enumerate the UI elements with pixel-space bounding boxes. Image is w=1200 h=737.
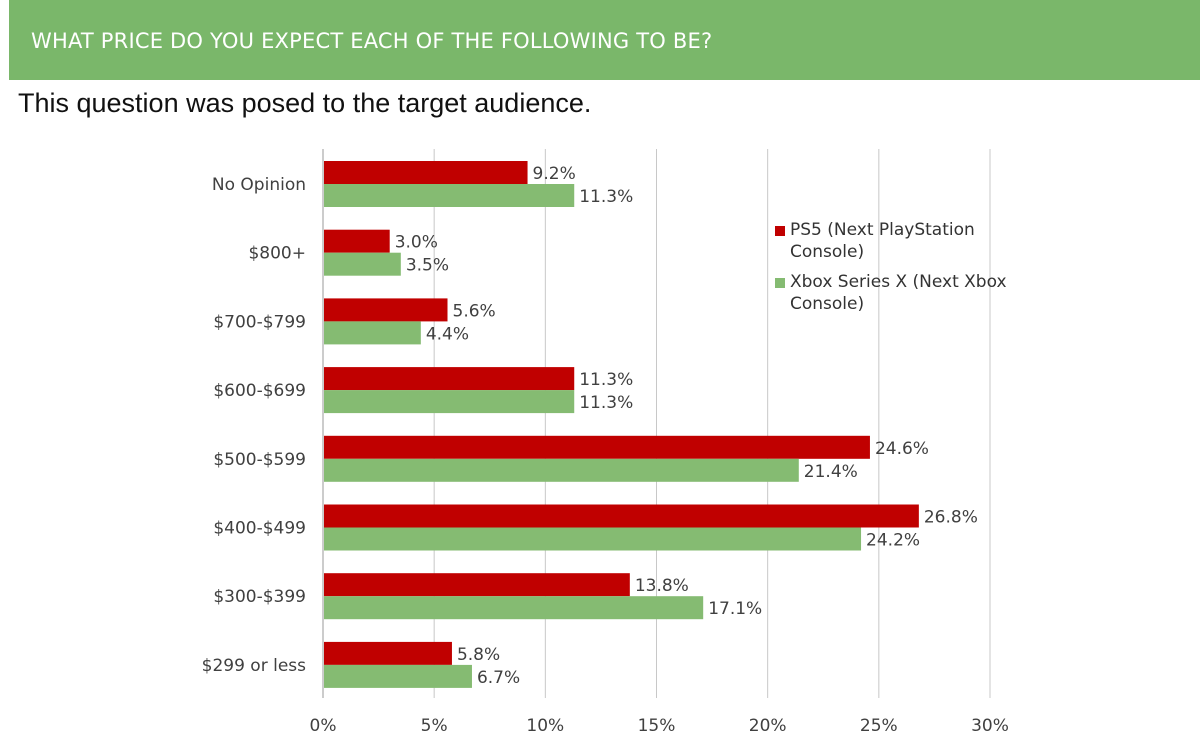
value-label-xbox: 4.4%	[426, 324, 469, 344]
value-label-ps5: 5.8%	[457, 645, 500, 665]
value-label-ps5: 3.0%	[395, 233, 438, 253]
bar-xbox	[324, 390, 575, 414]
page-subtitle: This question was posed to the target au…	[18, 88, 592, 118]
bar-ps5	[324, 229, 390, 253]
bar-ps5	[324, 504, 919, 528]
legend-item-ps5: PS5 (Next PlayStation Console)	[775, 219, 1035, 263]
bar-ps5	[324, 435, 870, 459]
bar-xbox	[324, 458, 799, 482]
bar-ps5	[324, 573, 630, 597]
value-label-xbox: 3.5%	[406, 256, 449, 276]
bar-xbox	[324, 664, 472, 688]
category-label: $700-$799	[213, 312, 306, 332]
bar-xbox	[324, 527, 862, 551]
category-label: $299 or less	[202, 656, 307, 676]
value-label-xbox: 11.3%	[579, 393, 633, 413]
x-tick-label: 15%	[638, 716, 676, 736]
value-label-xbox: 21.4%	[804, 462, 858, 482]
bar-xbox	[324, 321, 421, 345]
value-label-ps5: 9.2%	[533, 164, 576, 184]
chart-x-tick-labels: 0% 5% 10% 15% 20% 25% 30%	[310, 716, 1009, 736]
category-label: No Opinion	[212, 175, 306, 195]
legend-swatch-xbox	[775, 278, 785, 288]
x-tick-label: 30%	[971, 716, 1009, 736]
value-label-ps5: 26.8%	[924, 508, 978, 528]
x-tick-label: 20%	[749, 716, 787, 736]
value-label-ps5: 11.3%	[579, 370, 633, 390]
legend-label-ps5-line2: Console)	[790, 242, 865, 262]
legend-label-xbox-line1: Xbox Series X (Next Xbox	[790, 272, 1007, 292]
legend-swatch-ps5	[775, 226, 785, 236]
value-label-ps5: 24.6%	[875, 439, 929, 459]
category-label: $500-$599	[213, 450, 306, 470]
legend-item-xbox: Xbox Series X (Next Xbox Console)	[775, 271, 1035, 315]
bar-xbox	[324, 252, 401, 276]
x-tick-label: 5%	[421, 716, 448, 736]
chart-category-labels: No Opinion $800+ $700-$799 $600-$699 $500-$5…	[202, 175, 307, 676]
x-tick-label: 0%	[310, 716, 337, 736]
chart-bars	[324, 161, 919, 688]
x-tick-label: 25%	[860, 716, 898, 736]
header-banner: WHAT PRICE DO YOU EXPECT EACH OF THE FOL…	[9, 0, 1200, 80]
bar-xbox	[324, 184, 575, 207]
value-label-ps5: 5.6%	[453, 301, 496, 321]
value-label-xbox: 17.1%	[708, 599, 762, 619]
value-label-ps5: 13.8%	[635, 576, 689, 596]
bar-ps5	[324, 367, 575, 391]
page-title: WHAT PRICE DO YOU EXPECT EACH OF THE FOL…	[31, 29, 713, 53]
value-label-xbox: 11.3%	[579, 187, 633, 207]
chart-legend: PS5 (Next PlayStation Console) Xbox Seri…	[775, 219, 1035, 323]
bar-xbox	[324, 596, 704, 620]
category-label: $300-$399	[213, 587, 306, 607]
bar-ps5	[324, 298, 448, 322]
x-tick-label: 10%	[526, 716, 564, 736]
bar-ps5	[324, 641, 452, 665]
bar-ps5	[324, 161, 528, 184]
value-label-xbox: 24.2%	[866, 531, 920, 551]
value-label-xbox: 6.7%	[477, 668, 520, 688]
category-label: $400-$499	[213, 519, 306, 539]
legend-label-ps5-line1: PS5 (Next PlayStation	[790, 220, 975, 240]
chart-value-labels: 9.2%11.3%3.0%3.5%5.6%4.4%11.3%11.3%24.6%…	[395, 164, 978, 688]
legend-label-xbox-line2: Console)	[790, 294, 865, 314]
category-label: $600-$699	[213, 381, 306, 401]
category-label: $800+	[248, 244, 306, 264]
